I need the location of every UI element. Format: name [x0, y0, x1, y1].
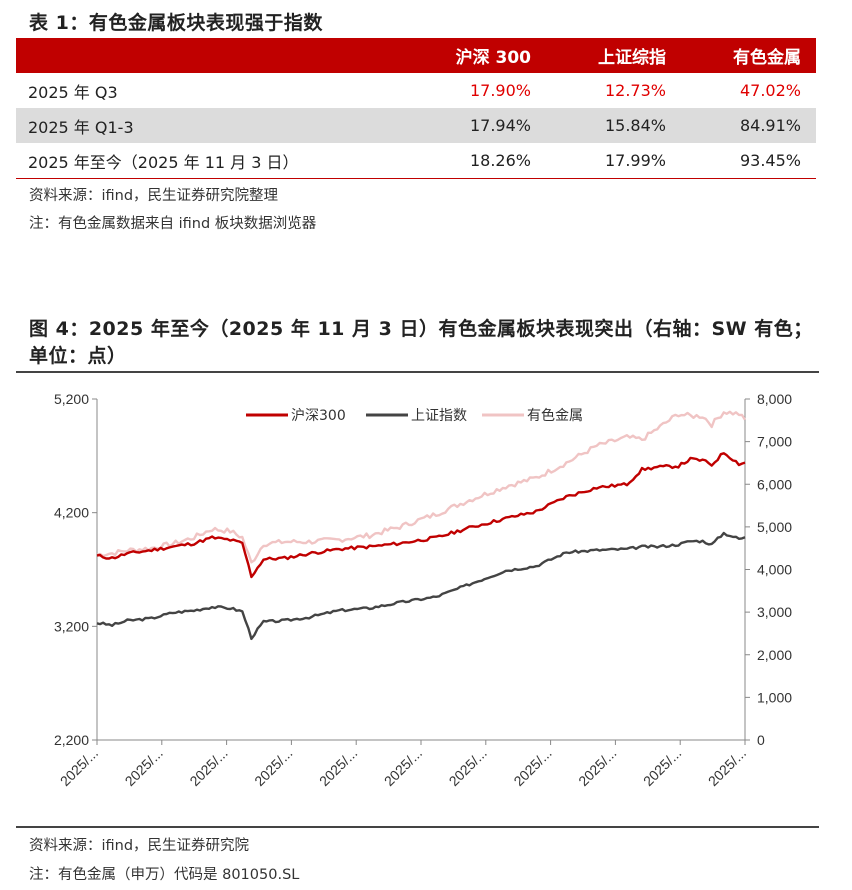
figure-top-rule — [16, 371, 819, 373]
legend-label: 沪深300 — [291, 408, 346, 424]
table-row: 2025 年 Q1-3 17.94% 15.84% 84.91% — [16, 108, 816, 143]
legend-label: 有色金属 — [527, 407, 583, 424]
left-tick-label: 2,200 — [54, 732, 89, 748]
line-chart: 2,200 3,200 4,200 5,200 0 1,000 2,000 3,000 4,00… — [54, 391, 792, 789]
row-label: 2025 年 Q1-3 — [16, 108, 411, 143]
figure-note: 注：有色金属（申万）代码是 801050.SL — [29, 867, 300, 883]
right-tick-label: 8,000 — [757, 391, 792, 407]
legend-label: 上证指数 — [411, 408, 467, 424]
cell-value: 15.84% — [546, 108, 681, 143]
cell-value: 47.02% — [739, 81, 801, 100]
table-note: 注：有色金属数据来自 ifind 板块数据浏览器 — [29, 216, 317, 232]
right-tick-label: 4,000 — [757, 562, 792, 578]
x-tick-label: 2025/... — [446, 745, 490, 789]
figure-source: 资料来源：ifind，民生证券研究院 — [29, 838, 250, 854]
right-tick-label: 5,000 — [757, 519, 792, 535]
header-nonferrous: 有色金属 — [681, 38, 816, 73]
right-tick-label: 7,000 — [757, 434, 792, 450]
performance-table: 沪深 300 上证综指 有色金属 2025 年 Q3 17.90% 12.73%… — [16, 38, 816, 179]
chart-area: 2,200 3,200 4,200 5,200 0 1,000 2,000 3,000 4,00… — [0, 370, 852, 825]
right-tick-label: 3,000 — [757, 604, 792, 620]
row-label: 2025 年 Q3 — [28, 82, 118, 102]
cell-value: 17.90% — [469, 81, 531, 100]
table-source: 资料来源：ifind，民生证券研究院整理 — [29, 188, 279, 204]
left-tick-label: 3,200 — [54, 618, 89, 634]
x-tick-label: 2025/... — [316, 745, 360, 789]
table-header-row: 沪深 300 上证综指 有色金属 — [16, 38, 816, 73]
left-tick-label: 4,200 — [54, 505, 89, 521]
x-tick-label: 2025/... — [640, 745, 684, 789]
series-line-hs300 — [96, 452, 746, 579]
header-blank — [16, 38, 411, 73]
series-line-nonferrous — [96, 410, 747, 564]
x-tick-label: 2025/... — [705, 745, 749, 789]
x-tick-label: 2025/... — [510, 745, 554, 789]
table-row: 2025 年 Q3 17.90% 12.73% 47.02% — [16, 73, 816, 108]
x-tick-label: 2025/... — [122, 745, 166, 789]
series-line-sh-composite — [96, 531, 746, 641]
x-tick-label: 2025/... — [575, 745, 619, 789]
x-tick-label: 2025/... — [186, 745, 230, 789]
x-tick-label: 2025/... — [381, 745, 425, 789]
right-tick-label: 0 — [757, 732, 765, 748]
header-sh-composite: 上证综指 — [546, 38, 681, 73]
left-tick-label: 5,200 — [54, 391, 89, 407]
right-tick-label: 6,000 — [757, 476, 792, 492]
table-row: 2025 年至今（2025 年 11 月 3 日） 18.26% 17.99% … — [16, 143, 816, 179]
header-hs300: 沪深 300 — [411, 38, 546, 73]
cell-value: 12.73% — [604, 81, 666, 100]
figure-bottom-rule — [16, 826, 819, 828]
table-title: 表 1：有色金属板块表现强于指数 — [29, 12, 323, 34]
cell-value: 84.91% — [681, 108, 816, 143]
x-tick-label: 2025/... — [251, 745, 295, 789]
figure-title: 图 4：2025 年至今（2025 年 11 月 3 日）有色金属板块表现突出（… — [29, 318, 813, 367]
right-tick-label: 2,000 — [757, 647, 792, 663]
cell-value: 93.45% — [681, 143, 816, 179]
right-tick-label: 1,000 — [757, 689, 792, 705]
cell-value: 18.26% — [411, 143, 546, 179]
cell-value: 17.99% — [546, 143, 681, 179]
cell-value: 17.94% — [411, 108, 546, 143]
x-tick-label: 2025/... — [57, 745, 101, 789]
row-label: 2025 年至今（2025 年 11 月 3 日） — [16, 143, 411, 179]
